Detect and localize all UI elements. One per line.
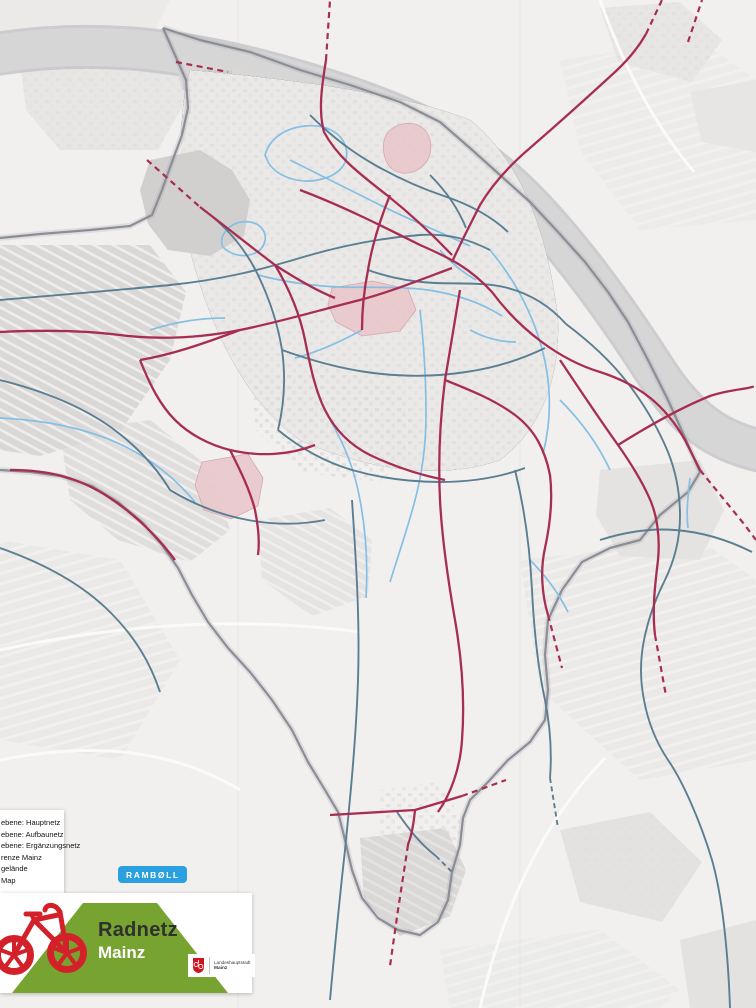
legend-item-aufbaunetz: ebene: Aufbaunetz: [1, 829, 64, 839]
legend-item-ergaenzungsnetz: ebene: Ergänzungsnetz: [1, 841, 81, 850]
network-ergaenzungsnetz: [0, 124, 691, 613]
legend-item-grenze-mainz: renze Mainz: [1, 852, 42, 862]
network-hauptnetz: [0, 33, 749, 846]
mainz-shield-icon: [193, 958, 204, 973]
legend-item-map: Map: [1, 875, 16, 885]
boundary-grenze-mainz: [0, 25, 703, 938]
banner-title: Radnetz: [98, 919, 178, 941]
ramboll-logo: RAMBØLL: [118, 866, 187, 883]
title-banner: Radnetz Mainz Landeshauptstadt Mainz: [0, 893, 255, 993]
network-aufbaunetz: [0, 114, 753, 1008]
network-hauptnetz-dashed: [146, 0, 756, 967]
banner-subtitle: Mainz: [98, 943, 146, 962]
bicycle-icon: [0, 902, 87, 975]
legend-item-gelaende: gelände: [1, 864, 28, 873]
pink-zones: [194, 122, 432, 520]
city-logo-text: Landeshauptstadt Mainz: [214, 960, 251, 971]
terrain-gelaende: [0, 150, 466, 936]
city-logo-line2: Mainz: [214, 965, 228, 971]
city-logo-line1: Landeshauptstadt: [214, 959, 251, 965]
legend: ebene: Hauptnetz ebene: Aufbaunetz ebene…: [0, 810, 81, 893]
outer-roads: [0, 0, 694, 1008]
legend-item-hauptnetz: ebene: Hauptnetz: [1, 818, 61, 827]
outer-fields: [0, 40, 756, 1008]
city-logo: Landeshauptstadt Mainz: [188, 954, 255, 977]
logo-divider: [209, 957, 210, 974]
